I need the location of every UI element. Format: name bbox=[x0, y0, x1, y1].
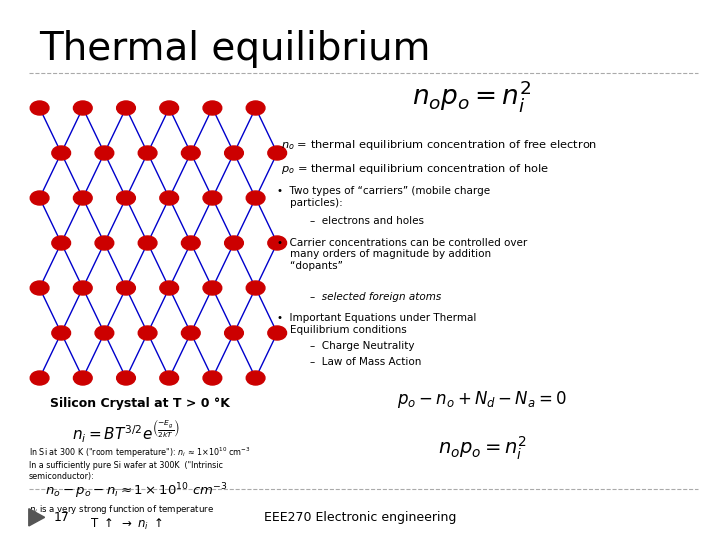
Text: –  selected foreign atoms: – selected foreign atoms bbox=[310, 292, 441, 302]
Circle shape bbox=[30, 191, 49, 205]
Text: •  Two types of “carriers” (mobile charge
    particles):: • Two types of “carriers” (mobile charge… bbox=[277, 186, 490, 208]
Circle shape bbox=[117, 281, 135, 295]
Text: •  Important Equations under Thermal
    Equilibrium conditions: • Important Equations under Thermal Equi… bbox=[277, 313, 477, 335]
Circle shape bbox=[117, 101, 135, 115]
Text: $p_o$ = thermal equilibrium concentration of hole: $p_o$ = thermal equilibrium concentratio… bbox=[281, 162, 549, 176]
Circle shape bbox=[181, 326, 200, 340]
Text: $n_o - p_o - n_i \approx 1 \times 10^{10}\ cm^{-3}$: $n_o - p_o - n_i \approx 1 \times 10^{10… bbox=[45, 482, 228, 501]
Circle shape bbox=[117, 191, 135, 205]
Text: –  electrons and holes: – electrons and holes bbox=[310, 216, 423, 226]
Text: $n_i = BT^{3/2}e^{\left(\frac{-E_g}{2kT}\right)}$: $n_i = BT^{3/2}e^{\left(\frac{-E_g}{2kT}… bbox=[72, 418, 180, 444]
Text: $n_o p_o = n_i^2$: $n_o p_o = n_i^2$ bbox=[438, 435, 527, 462]
Circle shape bbox=[117, 371, 135, 385]
Circle shape bbox=[138, 146, 157, 160]
Circle shape bbox=[181, 236, 200, 250]
Circle shape bbox=[268, 146, 287, 160]
Circle shape bbox=[181, 146, 200, 160]
Circle shape bbox=[268, 326, 287, 340]
Circle shape bbox=[246, 371, 265, 385]
Circle shape bbox=[160, 191, 179, 205]
Circle shape bbox=[95, 146, 114, 160]
Circle shape bbox=[203, 371, 222, 385]
Text: 17: 17 bbox=[54, 511, 70, 524]
Circle shape bbox=[30, 101, 49, 115]
Text: $n_o p_o = n_i^2$: $n_o p_o = n_i^2$ bbox=[412, 78, 531, 114]
Circle shape bbox=[160, 281, 179, 295]
Circle shape bbox=[73, 191, 92, 205]
Text: EEE270 Electronic engineering: EEE270 Electronic engineering bbox=[264, 511, 456, 524]
Circle shape bbox=[203, 191, 222, 205]
Circle shape bbox=[52, 326, 71, 340]
Text: Thermal equilibrium: Thermal equilibrium bbox=[40, 30, 431, 68]
Circle shape bbox=[138, 236, 157, 250]
Circle shape bbox=[30, 371, 49, 385]
Text: $n_o$ = thermal equilibrium concentration of free electron: $n_o$ = thermal equilibrium concentratio… bbox=[281, 138, 597, 152]
Circle shape bbox=[225, 236, 243, 250]
Circle shape bbox=[225, 326, 243, 340]
Text: Silicon Crystal at T > 0 °K: Silicon Crystal at T > 0 °K bbox=[50, 397, 230, 410]
Text: In Si at 300 K ("room temperature"): $n_i$ ≈ 1×10$^{10}$ cm$^{-3}$
In a sufficie: In Si at 300 K ("room temperature"): $n_… bbox=[29, 446, 251, 481]
Circle shape bbox=[73, 371, 92, 385]
Circle shape bbox=[225, 146, 243, 160]
Circle shape bbox=[73, 101, 92, 115]
Circle shape bbox=[160, 371, 179, 385]
Circle shape bbox=[95, 236, 114, 250]
Text: $p_o - n_o + N_d - N_a = 0$: $p_o - n_o + N_d - N_a = 0$ bbox=[397, 389, 567, 410]
Polygon shape bbox=[29, 509, 45, 526]
Circle shape bbox=[73, 281, 92, 295]
Circle shape bbox=[203, 101, 222, 115]
Text: •  Carrier concentrations can be controlled over
    many orders of magnitude by: • Carrier concentrations can be controll… bbox=[277, 238, 528, 271]
Circle shape bbox=[95, 326, 114, 340]
Circle shape bbox=[138, 326, 157, 340]
Circle shape bbox=[52, 146, 71, 160]
Circle shape bbox=[52, 236, 71, 250]
Circle shape bbox=[246, 101, 265, 115]
Circle shape bbox=[246, 281, 265, 295]
Circle shape bbox=[268, 236, 287, 250]
Circle shape bbox=[246, 191, 265, 205]
Circle shape bbox=[160, 101, 179, 115]
Circle shape bbox=[30, 281, 49, 295]
Text: $n_i$ is a very strong function of temperature: $n_i$ is a very strong function of tempe… bbox=[29, 503, 214, 516]
Text: –  Law of Mass Action: – Law of Mass Action bbox=[310, 357, 421, 368]
Text: –  Charge Neutrality: – Charge Neutrality bbox=[310, 341, 414, 352]
Circle shape bbox=[203, 281, 222, 295]
Text: T $\uparrow$ $\rightarrow$ $n_i$ $\uparrow$: T $\uparrow$ $\rightarrow$ $n_i$ $\uparr… bbox=[89, 517, 163, 532]
